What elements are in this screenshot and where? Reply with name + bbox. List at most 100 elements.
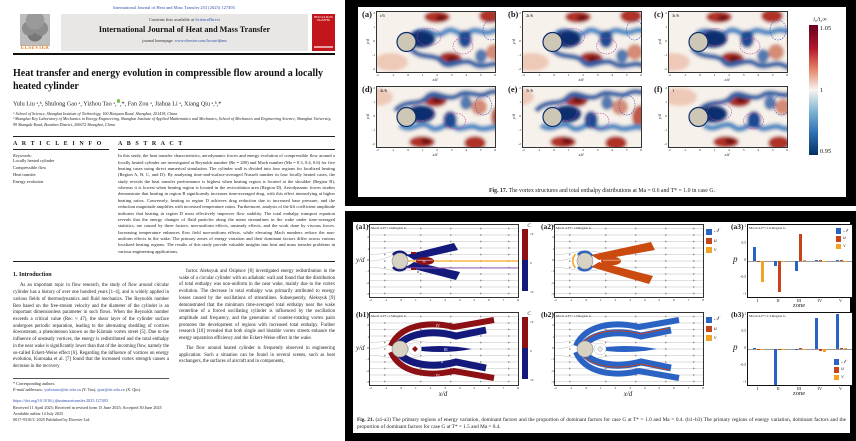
contour-plot: 3t/6	[668, 11, 788, 73]
affiliation-a: ᵃ School of Science, Shanghai Institute …	[13, 110, 178, 116]
bar-a3-II-0	[773, 261, 777, 267]
vortex-contour-art	[377, 12, 495, 72]
legend-swatch	[833, 359, 840, 365]
intro-column-right: factor. Aleksyuk and Osiptsov [8] invest…	[179, 269, 335, 393]
c-colorbar: C >0 0 <0	[521, 224, 537, 309]
sciencedirect-link[interactable]: ScienceDirect	[195, 17, 220, 22]
y-ticks: 2 1 0 -1 -2	[518, 11, 521, 71]
fig21-panels: (a1) y/d 3 2 1 0 -1 -2 -3 Ma=0.4,T*=1.0,Region…	[356, 222, 853, 401]
y-ticks: 1 0.5 0 -0.5 -1	[740, 224, 746, 296]
svg-text:II: II	[417, 270, 420, 274]
svg-text:II: II	[417, 251, 420, 255]
x-axis-label: zone	[792, 390, 806, 397]
x-axis-label: x/d	[623, 390, 633, 398]
case-annotation: Ma=0.4,T*=1.0,Region G	[556, 226, 592, 230]
fig17-panel-b: (b) y/d 2 1 0 -1 -2 2t/6 -2 -1 0 1 2 3 4 5 6 x/d	[508, 9, 648, 82]
time-label: 2t/6	[526, 13, 534, 18]
bar-a3-V-0	[836, 260, 840, 261]
contour-plot: 5t/6	[522, 86, 642, 148]
bar-chart-b3: (b3) p 1 0.5 0 -0.5 -1 Ma=0.4,T*=1.5,Region …	[731, 310, 853, 398]
legend-swatch	[833, 374, 840, 380]
keywords-label: Keywords:	[13, 153, 32, 159]
streamline-contour-art: II II III	[369, 225, 518, 297]
time-label: t/6	[380, 13, 385, 18]
email-link-1[interactable]: yizhoutao@sit.edu.cn	[44, 386, 81, 392]
email-prefix: E-mail addresses:	[13, 386, 44, 392]
panel-letter: (a)	[362, 9, 372, 19]
streamline-contour-art: IV II III II IV V	[369, 313, 518, 385]
homepage-link[interactable]: www.elsevier.com/locate/ijhmt	[174, 38, 227, 43]
bar-a3-IV-1	[819, 260, 823, 261]
contour-plot: Ma=0.4,T*=1.0,Region G II II III	[369, 224, 519, 298]
keyword: Compressible flow	[13, 165, 47, 171]
vortex-contour-art	[523, 87, 641, 147]
orcid-icon[interactable]	[116, 99, 120, 103]
intro-paragraph: The flow around heated cylinder is frequ…	[179, 345, 335, 365]
case-annotation: Ma=0.4,T*=1.5,Region G	[749, 314, 786, 318]
case-annotation: Ma=0.4,T*=1.5,Region G	[556, 314, 592, 318]
bar-b3-IV-1	[819, 349, 823, 352]
introduction-section: 1. Introduction As an important topic in…	[13, 269, 335, 393]
bar-b3-V-1	[840, 347, 844, 349]
x-axis-label: x/d	[578, 152, 584, 157]
intro-paragraph: factor. Aleksyuk and Osiptsov [8] invest…	[179, 269, 335, 342]
panel-letter: (d)	[362, 84, 373, 94]
time-label: 5t/6	[526, 88, 534, 93]
svg-text:IV: IV	[436, 374, 440, 378]
affiliations: ᵃ School of Science, Shanghai Institute …	[13, 111, 335, 129]
bar-b3-IV-0	[815, 318, 819, 349]
y-ticks: 3 2 1 0 -1 -2 -3	[366, 224, 369, 296]
svg-text:IV: IV	[436, 324, 440, 328]
figure-17-viewer: (a) y/d 2 1 0 -1 -2 t/6 -2 -1 0 1 2 3 4 5 6 x/d	[345, 0, 856, 206]
intro-column-left: 1. Introduction As an important topic in…	[13, 269, 169, 393]
bar-a3-III-2	[802, 259, 806, 261]
footnote: * Corresponding authors. E-mail addresse…	[13, 377, 169, 394]
fig17-panels: (a) y/d 2 1 0 -1 -2 t/6 -2 -1 0 1 2 3 4 5 6 x/d	[362, 9, 796, 161]
email-link-2[interactable]: qiux@sit.edu.cn	[97, 386, 125, 392]
bar-a3-V-2	[844, 260, 848, 261]
x-axis-label: x/d	[432, 77, 438, 82]
keyword: Energy evolution	[13, 178, 44, 184]
x-ticks: -2 -1 0 1 2 3 4 5 6	[522, 148, 642, 152]
x-ticks: -2 -1 0 1 2 3 4 5 6 7 8	[554, 298, 704, 302]
x-axis-label: x/d	[578, 77, 584, 82]
x-axis-label: x/d	[724, 77, 730, 82]
y-axis-label: p	[733, 342, 738, 352]
legend-swatch	[706, 228, 712, 235]
bar-b3-II-2	[781, 349, 785, 350]
fig17-colorbar: i₀/i₀∞ 1.05 1 0.95	[800, 17, 840, 155]
case-annotation: Ma=0.4,T*=1.0,Region G	[371, 226, 407, 230]
contour-plot: 4t/6	[376, 86, 496, 148]
svg-text:V: V	[422, 348, 425, 352]
y-axis-label: y/d	[356, 344, 365, 352]
bar-a3-V-1	[840, 259, 844, 261]
panel-letter: (b1)	[356, 310, 369, 319]
y-axis-label: p	[733, 254, 738, 264]
fig17-panel-f: (f) y/d 2 1 0 -1 -2 1 -2 -1 0 1 2 3 4 5 6 x/d	[654, 84, 794, 157]
contour-plot: t/6	[376, 11, 496, 73]
panel-letter: (b2)	[541, 310, 554, 319]
fig21-panel-a1: (a1) y/d 3 2 1 0 -1 -2 -3 Ma=0.4,T*=1.0,Region…	[356, 222, 537, 309]
x-ticks: -2 -1 0 1 2 3 4 5 6	[668, 73, 788, 77]
legend-swatch	[706, 335, 712, 341]
bar-a3-I-0	[752, 246, 756, 261]
panel-letter: (a3)	[731, 222, 744, 231]
contour-plot: Ma=0.4,T*=1.5,Region G	[554, 312, 704, 386]
svg-text:II: II	[441, 337, 444, 341]
y-ticks: 2 1 0 -1 -2	[372, 86, 375, 146]
fig21-panel-b1: (b1) y/d 3 2 1 0 -1 -2 -3 Ma=0.4,T*=1.5,Region…	[356, 310, 537, 398]
bar-b3-I-1	[756, 348, 760, 349]
legend-swatch	[835, 228, 842, 234]
contents-line: Contents lists available at	[149, 17, 195, 22]
doi-link[interactable]: https://doi.org/10.1016/j.ijheatmasstran…	[13, 398, 108, 404]
bar-a3-II-2	[781, 261, 785, 263]
issn-line: 0017-9310/© 2025 Published by Elsevier L…	[13, 417, 91, 423]
available-line: Available online 14 July 2025	[13, 410, 64, 416]
y-ticks: 3 2 1 0 -1 -2 -3	[551, 224, 554, 296]
elsevier-logo: ELSEVIER	[13, 14, 57, 51]
bar-a3-IV-0	[815, 260, 819, 261]
